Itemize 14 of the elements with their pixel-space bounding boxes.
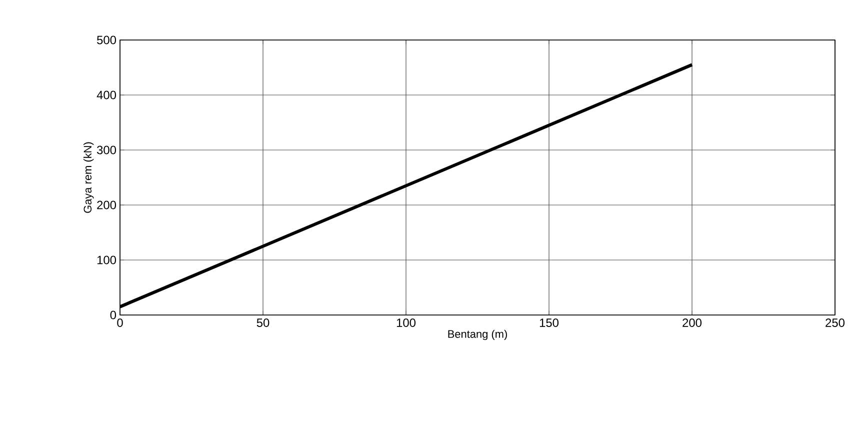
x-tick-label: 0 [117, 318, 123, 327]
x-axis-title: Bentang (m) [448, 330, 507, 340]
x-tick-label: 100 [396, 318, 416, 327]
y-tick-label: 0 [110, 310, 116, 320]
y-tick-label: 500 [97, 36, 116, 44]
x-tick-label: 50 [256, 318, 270, 327]
y-axis-title: Gaya rem (kN) [83, 142, 94, 213]
x-tick-label: 150 [540, 318, 559, 327]
y-tick-label: 200 [97, 200, 116, 210]
x-tick-label: 250 [826, 318, 845, 327]
x-tick-label: 200 [682, 318, 702, 327]
y-tick-label: 300 [96, 146, 116, 154]
y-tick-label: 400 [96, 90, 116, 100]
y-tick-label: 100 [97, 256, 116, 264]
